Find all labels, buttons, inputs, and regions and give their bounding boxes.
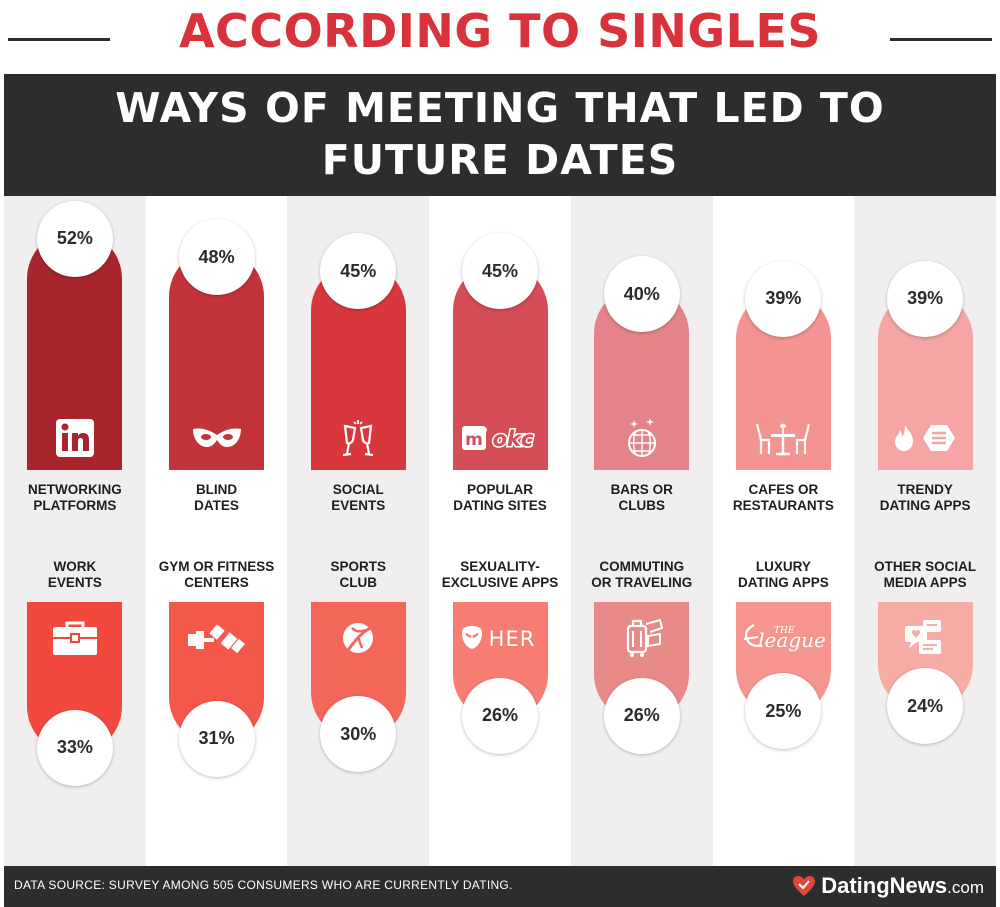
value-label: 33%	[36, 709, 113, 786]
bar-label-line: TRENDY	[897, 482, 953, 497]
bar-label: GYM OR FITNESS CENTERS	[147, 559, 287, 591]
bar-label-line: NETWORKING	[27, 482, 122, 497]
bar-label-line: DATING APPS	[879, 498, 971, 513]
bar-label-line: OR TRAVELING	[591, 575, 693, 590]
disco-ball-icon	[592, 416, 692, 460]
value-label: 40%	[603, 256, 680, 332]
value-label: 52%	[36, 200, 113, 277]
bar-label: NETWORKING PLATFORMS	[5, 482, 145, 514]
title-rule-left	[8, 38, 110, 41]
bar-label-line: RESTAURANTS	[732, 498, 834, 513]
bar-label: SPORTS CLUB	[288, 559, 428, 591]
bar-label-line: SPORTS	[330, 559, 387, 574]
bar-label-line: EVENTS	[331, 498, 386, 513]
bar-label: TRENDY DATING APPS	[855, 482, 995, 514]
title-rule-right	[890, 38, 992, 41]
chart-title: WAYS OF MEETING THAT LED TO FUTURE DATES	[115, 84, 885, 184]
bar-label-line: DATING APPS	[738, 575, 829, 590]
value-label: 24%	[887, 668, 964, 745]
bar-label: COMMUTING OR TRAVELING	[572, 559, 712, 591]
sports-ball-icon	[308, 616, 408, 660]
dumbbell-icon	[167, 616, 267, 660]
svg-text:THE: THE	[774, 626, 795, 636]
bar-label: SEXUALITY- EXCLUSIVE APPS	[430, 559, 570, 591]
data-source: DATA SOURCE: SURVEY AMONG 505 CONSUMERS …	[14, 878, 513, 892]
bar-label-line: MEDIA APPS	[883, 575, 967, 590]
briefcase-icon	[25, 616, 125, 660]
bar-label-line: POPULAR	[466, 482, 533, 497]
bar-label: OTHER SOCIAL MEDIA APPS	[855, 559, 995, 591]
bar-label-line: WORK	[53, 559, 97, 574]
svg-text:okc: okc	[493, 427, 534, 451]
top-header: ACCORDING TO SINGLES	[0, 0, 1000, 70]
bar-label-line: DATES	[194, 498, 239, 513]
value-label: 25%	[745, 673, 822, 749]
bar-label-line: EVENTS	[47, 575, 102, 590]
value-label: 26%	[603, 677, 680, 754]
bar-label: WORK EVENTS	[5, 559, 145, 591]
value-label: 45%	[320, 233, 397, 309]
brand-logo: DatingNews.com	[792, 873, 984, 899]
value-label: 26%	[462, 677, 538, 754]
bar-label-line: GYM OR FITNESS	[158, 559, 275, 574]
value-label: 48%	[178, 219, 255, 296]
bar-label: BLIND DATES	[147, 482, 287, 514]
bar-label-line: PLATFORMS	[33, 498, 117, 513]
bar-label-line: LUXURY	[755, 559, 811, 574]
champagne-icon	[308, 416, 408, 460]
value-label: 39%	[745, 260, 822, 337]
bar-label-line: DATING SITES	[453, 498, 547, 513]
bar-label-line: SEXUALITY-	[460, 559, 540, 574]
svg-text:league: league	[759, 628, 827, 652]
chart-area: 52% NETWORKING PLATFORMS 48% BLIND DATES 45% SO…	[4, 196, 996, 866]
bar-label: CAFES OR RESTAURANTS	[713, 482, 853, 514]
value-label: 45%	[462, 233, 538, 309]
value-label: 31%	[178, 700, 255, 777]
svg-text:m: m	[465, 430, 483, 450]
restaurant-icon	[733, 416, 833, 460]
match-okc-icon: m okc	[450, 416, 550, 460]
svg-text:HER: HER	[489, 627, 536, 651]
social-media-icon	[875, 616, 975, 660]
tinder-bumble-icon	[875, 416, 975, 460]
brand-name: DatingNews.com	[821, 873, 984, 898]
page-title: ACCORDING TO SINGLES	[178, 4, 822, 58]
mask-icon	[167, 416, 267, 460]
heart-logo-icon	[793, 876, 816, 896]
bar-label-line: EXCLUSIVE APPS	[441, 575, 559, 590]
bar-label: POPULAR DATING SITES	[430, 482, 570, 514]
the-league-icon: THE league	[733, 616, 833, 660]
bar-label-line: BLIND	[195, 482, 238, 497]
bar-label: SOCIAL EVENTS	[288, 482, 428, 514]
footer: DATA SOURCE: SURVEY AMONG 505 CONSUMERS …	[4, 866, 996, 907]
value-label: 30%	[320, 696, 397, 772]
linkedin-icon	[25, 416, 125, 460]
luggage-icon	[592, 616, 692, 660]
subtitle-banner: WAYS OF MEETING THAT LED TO FUTURE DATES	[4, 74, 996, 196]
bar-label: BARS OR CLUBS	[572, 482, 712, 514]
grindr-her-icon: HER	[450, 616, 550, 660]
bar-label: LUXURY DATING APPS	[713, 559, 853, 591]
bar-label-line: OTHER SOCIAL	[874, 559, 977, 574]
bar-label-line: SOCIAL	[332, 482, 384, 497]
bar-label-line: CENTERS	[184, 575, 249, 590]
bar-label-line: COMMUTING	[599, 559, 685, 574]
bar-label-line: CLUBS	[618, 498, 665, 513]
bar-label-line: BARS OR	[610, 482, 673, 497]
bar-label-line: CAFES OR	[748, 482, 819, 497]
bar-label-line: CLUB	[339, 575, 378, 590]
value-label: 39%	[887, 260, 964, 337]
